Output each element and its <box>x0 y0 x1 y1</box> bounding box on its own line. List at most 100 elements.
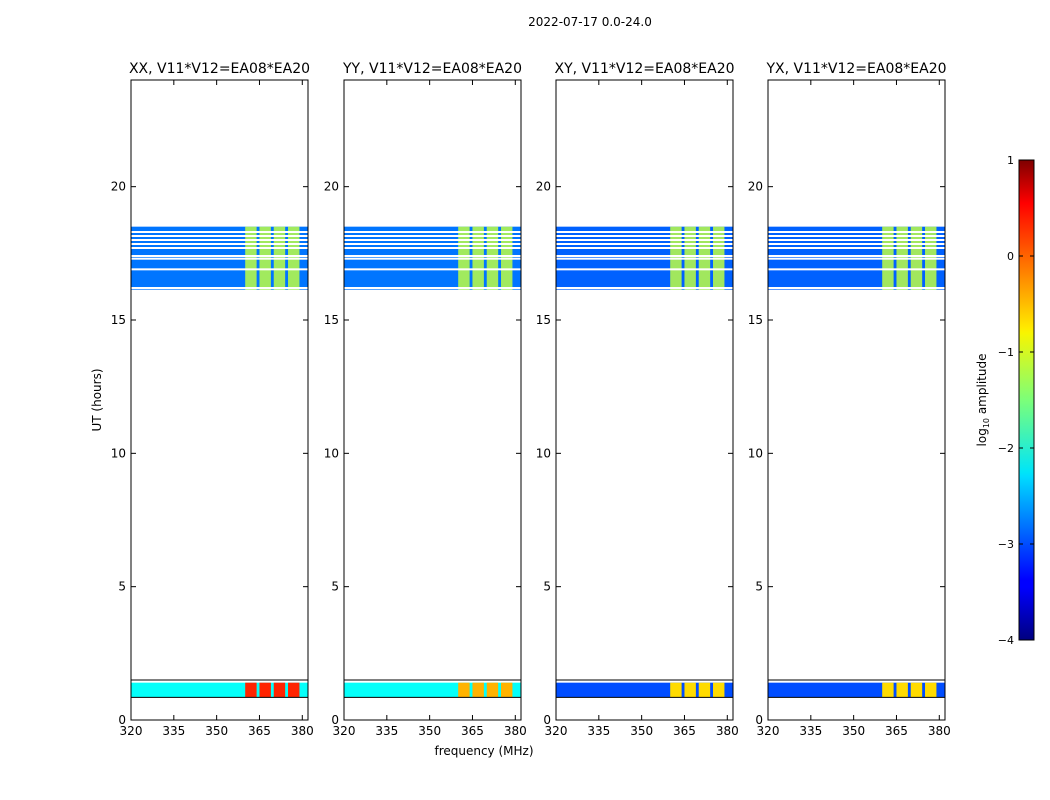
x-tick-label: 335 <box>375 724 398 738</box>
x-axis-label: frequency (MHz) <box>434 744 533 758</box>
plot-frame <box>555 79 734 721</box>
colorbar-tick-label: −2 <box>998 442 1014 455</box>
flagged-row <box>768 255 945 257</box>
plot-area <box>556 80 733 720</box>
flagged-row <box>556 235 733 237</box>
flagged-row <box>768 243 945 245</box>
early-subband-cell <box>288 682 300 698</box>
x-tick-label: 380 <box>504 724 527 738</box>
panel-yx: YX, V11*V12=EA08*EA20 320 335 350 365 380 0 5 10… <box>748 61 951 738</box>
x-tick-label: 365 <box>461 724 484 738</box>
x-tick-label: 365 <box>673 724 696 738</box>
x-tick-label: 350 <box>630 724 653 738</box>
x-tick-label: 350 <box>418 724 441 738</box>
x-tick-label: 365 <box>248 724 271 738</box>
flagged-row <box>131 255 308 257</box>
early-subband-cell <box>896 682 908 698</box>
panel-xy: XY, V11*V12=EA08*EA20 320 335 350 365 380 0 5 10… <box>536 61 739 738</box>
panel-title: YY, V11*V12=EA08*EA20 <box>342 61 522 77</box>
flagged-row <box>768 257 945 260</box>
y-tick-label: 20 <box>324 180 339 194</box>
x-tick-label: 380 <box>716 724 739 738</box>
flagged-row <box>131 239 308 241</box>
x-tick-label: 335 <box>162 724 185 738</box>
flagged-row <box>131 247 308 249</box>
flagged-row <box>768 289 945 292</box>
colorbar-tick-label: −1 <box>998 346 1014 359</box>
early-subband-cell <box>698 682 711 698</box>
y-tick-label: 20 <box>536 180 551 194</box>
flagged-row <box>556 289 733 292</box>
flagged-row <box>344 247 521 249</box>
flagged-row <box>344 243 521 245</box>
x-tick-label: 365 <box>885 724 908 738</box>
y-tick-label: 5 <box>331 580 339 594</box>
y-tick-label: 15 <box>536 313 551 327</box>
flagged-row <box>556 239 733 241</box>
early-subband-cell <box>245 682 257 698</box>
early-subband-cell <box>925 682 937 698</box>
x-tick-label: 320 <box>757 724 780 738</box>
flagged-row <box>344 235 521 237</box>
colorbar-label-rest: amplitude <box>975 354 989 418</box>
flagged-row <box>131 243 308 245</box>
early-subband-cell <box>910 682 923 698</box>
y-tick-label: 10 <box>111 446 126 460</box>
colorbar-label-sub: 10 <box>982 418 991 428</box>
plot-area <box>344 80 521 720</box>
panel-title: XY, V11*V12=EA08*EA20 <box>554 61 734 77</box>
flagged-row <box>768 247 945 249</box>
flagged-row <box>768 231 945 233</box>
y-tick-label: 0 <box>118 713 126 727</box>
panel-title: YX, V11*V12=EA08*EA20 <box>765 61 946 77</box>
early-subband-cell <box>458 682 470 698</box>
flagged-row <box>556 255 733 257</box>
y-tick-label: 0 <box>755 713 763 727</box>
colorbar-tick-label: −4 <box>998 634 1014 647</box>
flagged-row <box>344 289 521 292</box>
flagged-row <box>344 255 521 257</box>
early-subband-cell <box>684 682 696 698</box>
y-tick-label: 10 <box>324 446 339 460</box>
early-subband-cell <box>882 682 894 698</box>
flagged-row <box>556 268 733 271</box>
x-tick-label: 380 <box>928 724 951 738</box>
flagged-row <box>344 239 521 241</box>
panels-group: XX, V11*V12=EA08*EA20 320 335 350 365 380 0 5 10… <box>111 61 951 738</box>
colorbar-label: log10 amplitude <box>975 354 991 447</box>
flagged-row <box>768 239 945 241</box>
colorbar-tick-label: −3 <box>998 538 1014 551</box>
x-tick-label: 335 <box>587 724 610 738</box>
y-tick-label: 10 <box>536 446 551 460</box>
flagged-row <box>556 247 733 249</box>
early-subband-cell <box>501 682 513 698</box>
flagged-row <box>556 243 733 245</box>
early-subband-cell <box>273 682 286 698</box>
flagged-row <box>131 231 308 233</box>
x-tick-label: 350 <box>205 724 228 738</box>
x-tick-label: 335 <box>799 724 822 738</box>
x-tick-label: 350 <box>842 724 865 738</box>
flagged-row <box>131 268 308 271</box>
y-tick-label: 20 <box>111 180 126 194</box>
flagged-row <box>768 268 945 271</box>
colorbar-ticks: 1 0 −1 −2 −3 −4 <box>998 154 1034 647</box>
flagged-row <box>556 231 733 233</box>
plot-area <box>131 80 308 720</box>
early-subband-cell <box>486 682 499 698</box>
x-tick-label: 320 <box>120 724 143 738</box>
flagged-row <box>344 257 521 260</box>
flagged-row <box>131 289 308 292</box>
early-subband-cell <box>713 682 725 698</box>
x-tick-label: 380 <box>291 724 314 738</box>
flagged-row <box>768 287 945 289</box>
flagged-row <box>131 257 308 260</box>
plot-frame <box>130 79 309 721</box>
y-axis-label: UT (hours) <box>90 368 104 431</box>
colorbar-tick-label: 0 <box>1007 250 1014 263</box>
y-tick-label: 15 <box>111 313 126 327</box>
plot-frame <box>343 79 522 721</box>
figure-suptitle: 2022-07-17 0.0-24.0 <box>528 15 652 29</box>
y-tick-label: 5 <box>543 580 551 594</box>
